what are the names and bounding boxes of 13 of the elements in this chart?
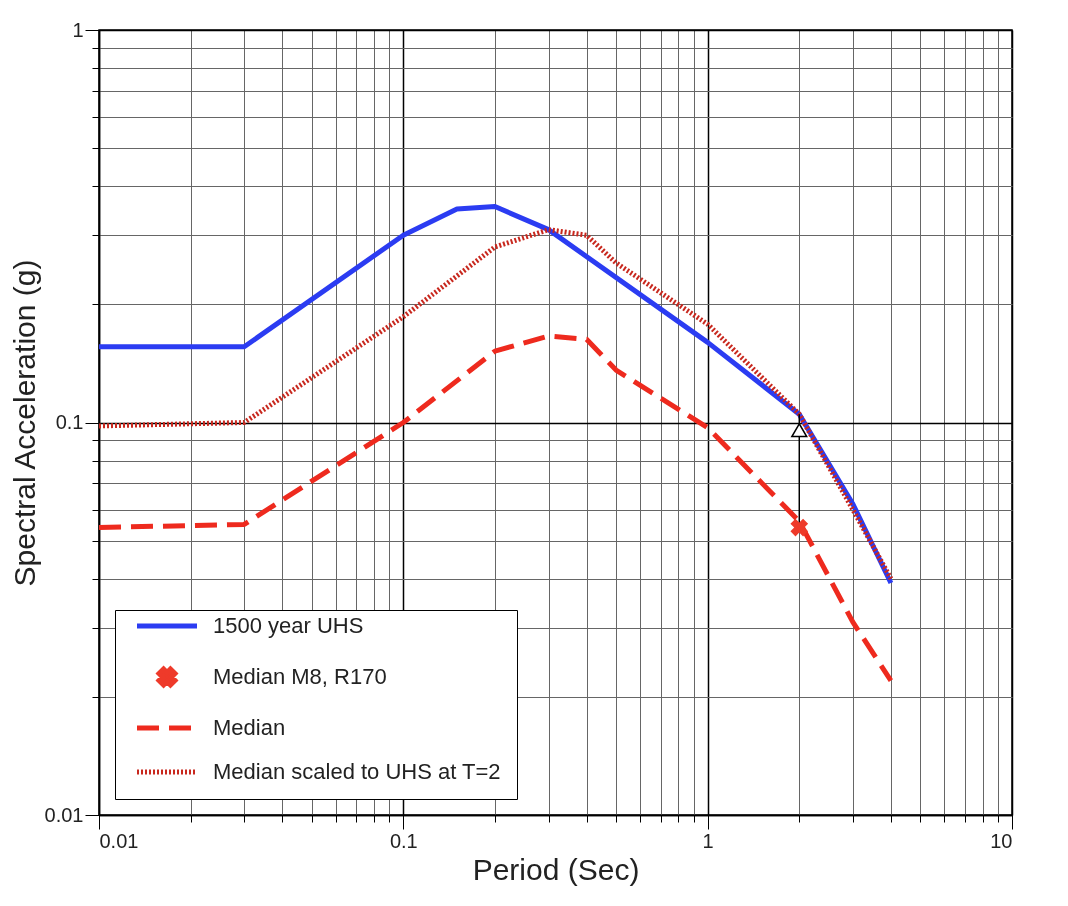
- legend-label: Median M8, R170: [213, 664, 387, 689]
- legend-label: Median: [213, 715, 286, 740]
- x-tick-label: 1: [702, 829, 714, 852]
- legend-label: 1500 year UHS: [213, 613, 364, 638]
- y-tick-label: 0.1: [55, 411, 84, 433]
- x-tick-label: 0.01: [99, 829, 139, 852]
- y-tick-label: 0.01: [44, 803, 84, 826]
- legend-label: Median scaled to UHS at T=2: [213, 759, 501, 784]
- x-tick-label: 0.1: [389, 829, 418, 852]
- x-tick-label: 10: [990, 829, 1013, 852]
- y-tick-label: 1: [72, 18, 84, 41]
- x-axis-title: Period (Sec): [472, 852, 640, 886]
- y-axis-title: Spectral Acceleration (g): [7, 259, 41, 587]
